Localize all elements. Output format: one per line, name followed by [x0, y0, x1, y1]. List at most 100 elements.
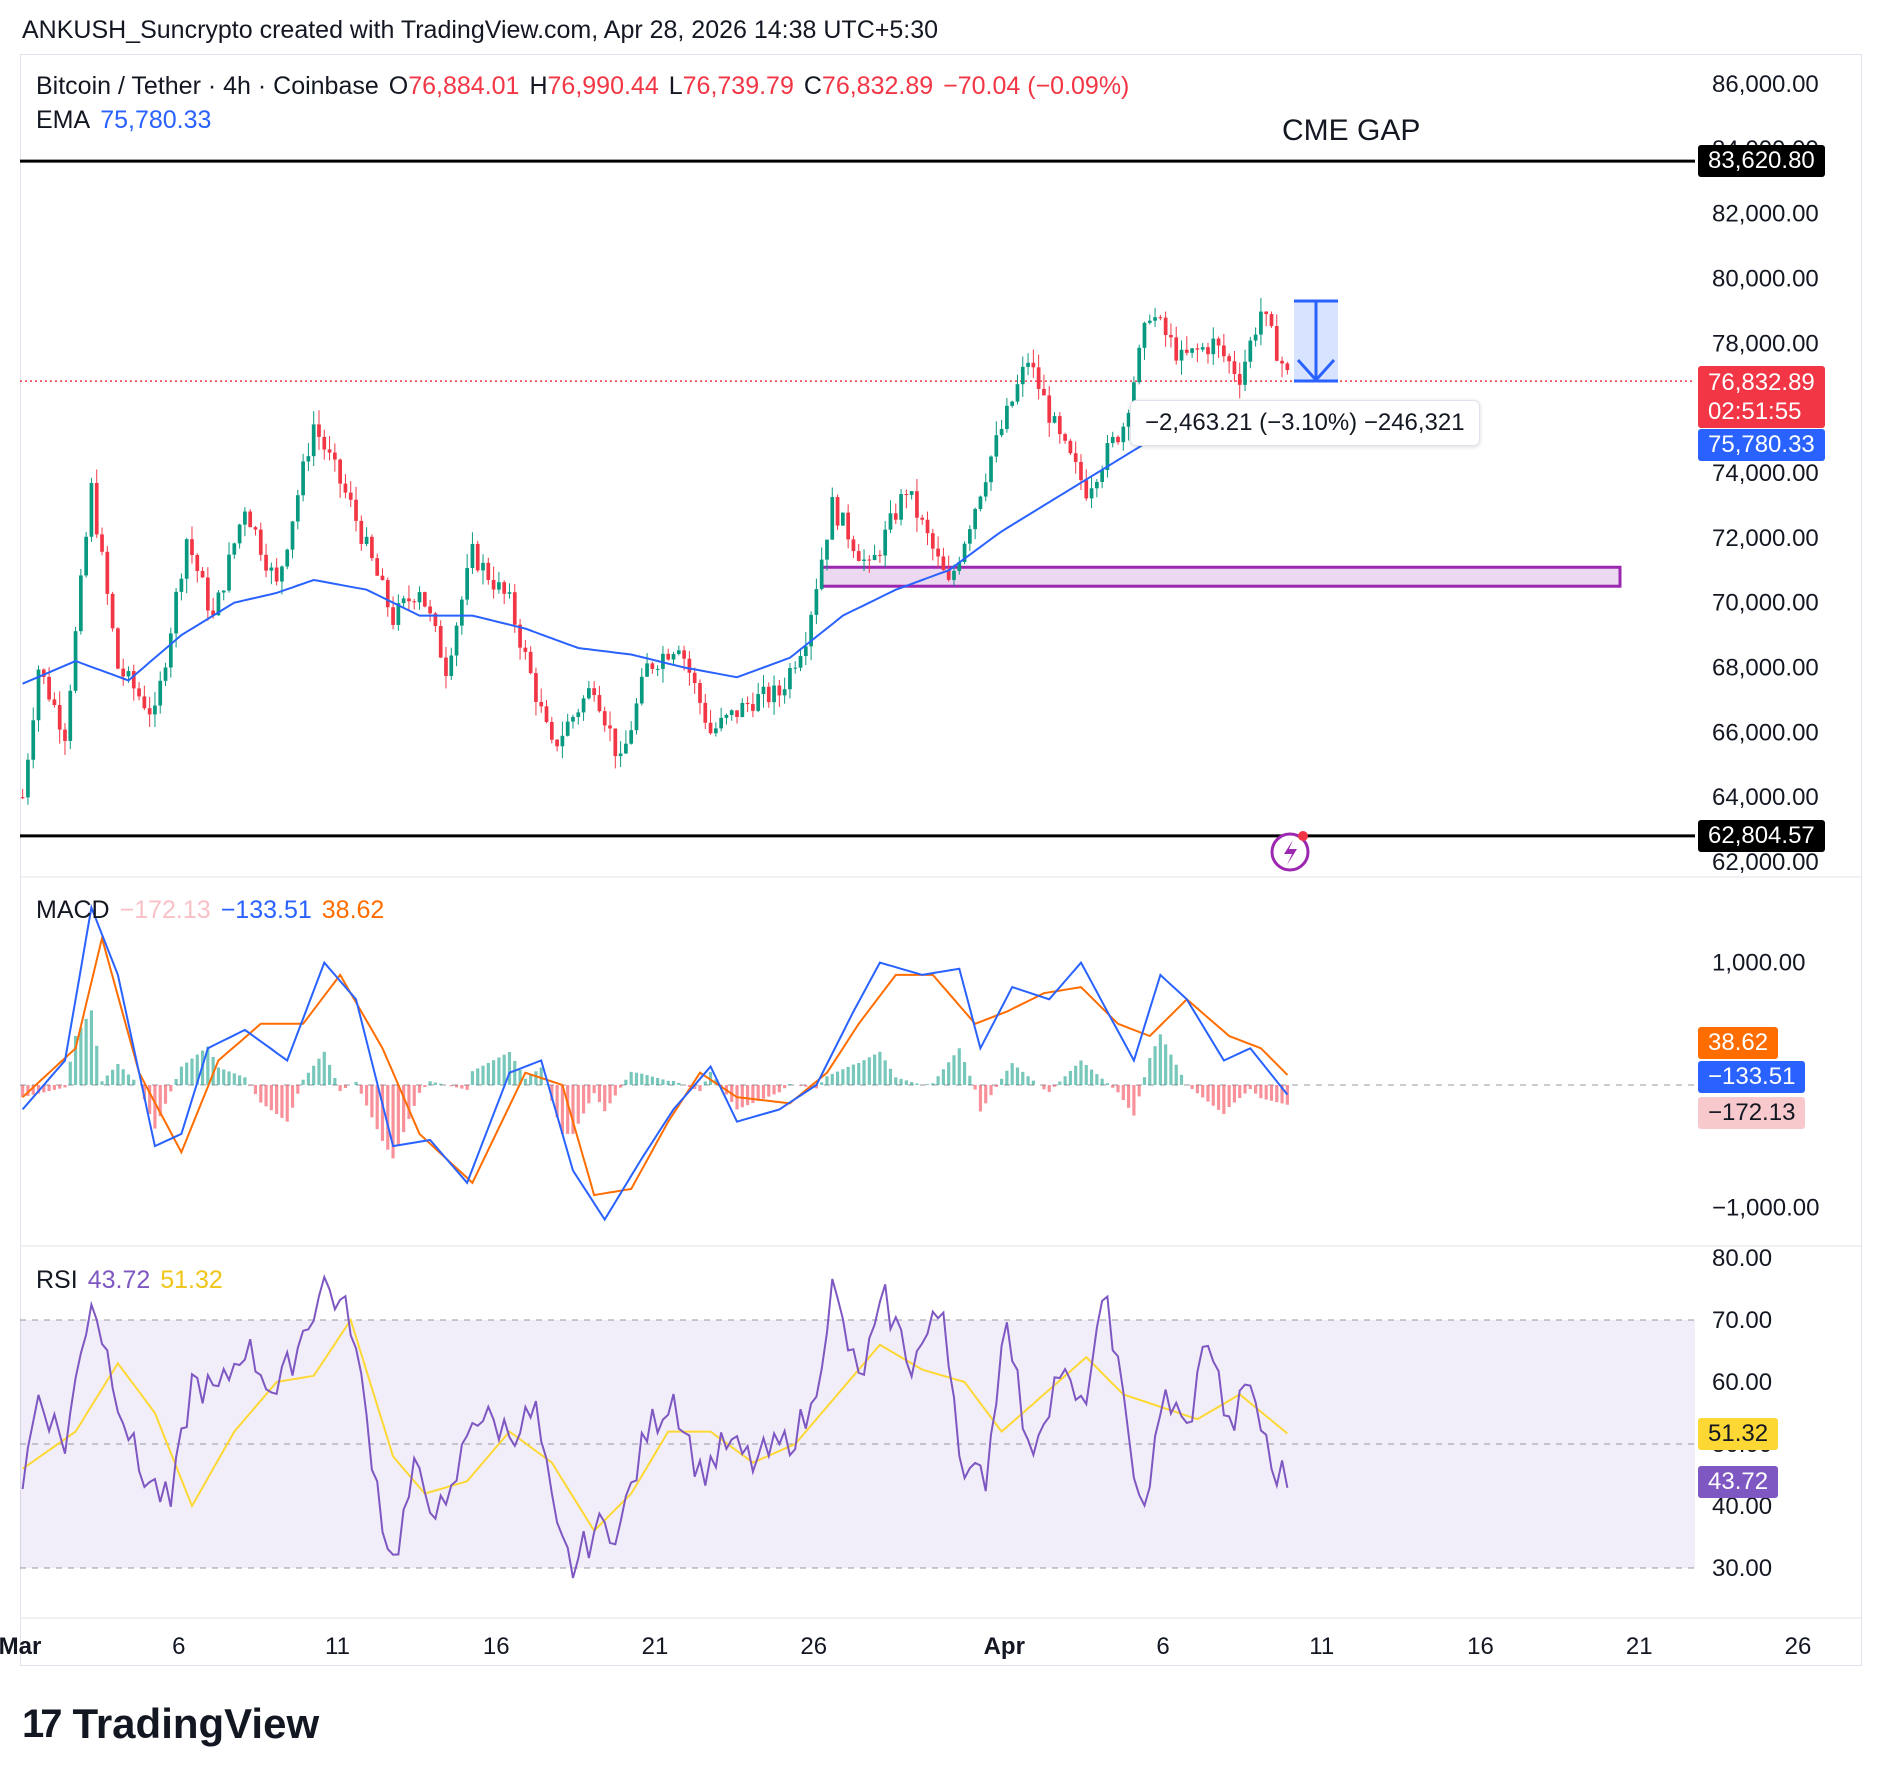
ema-legend[interactable]: EMA 75,780.33 — [36, 106, 212, 134]
macd-histogram-bar — [1042, 1084, 1046, 1090]
symbol-title[interactable]: Bitcoin / Tether · 4h · Coinbase — [36, 72, 379, 100]
macd-histogram-bar — [1116, 1084, 1120, 1093]
macd-histogram-bar — [327, 1064, 332, 1085]
macd-histogram-bar — [222, 1069, 226, 1085]
macd-histogram-bar — [634, 1072, 639, 1085]
candle-body — [264, 554, 268, 571]
candle-body — [751, 704, 755, 711]
macd-histogram-bar — [1121, 1084, 1125, 1101]
candle-body — [729, 710, 734, 716]
macd-histogram-bar — [73, 1036, 78, 1085]
price-axis-tick: 70,000.00 — [1712, 590, 1819, 617]
candle-body — [512, 592, 517, 625]
rsi-ma-value: 51.32 — [160, 1266, 223, 1294]
macd-histogram-bar — [899, 1078, 903, 1085]
macd-histogram-bar — [677, 1082, 681, 1085]
macd-histogram-bar — [973, 1084, 977, 1090]
macd-histogram-bar — [534, 1071, 538, 1085]
macd-histogram-bar — [1105, 1083, 1110, 1085]
macd-histogram-bar — [317, 1058, 321, 1085]
macd-histogram-bar — [820, 1082, 824, 1085]
candle-body — [481, 562, 485, 571]
candle-body — [719, 717, 723, 729]
macd-histogram-bar — [915, 1083, 919, 1085]
candle-body — [184, 539, 189, 579]
macd-histogram-bar — [343, 1084, 348, 1089]
candle-body — [666, 653, 671, 660]
candle-body — [592, 688, 596, 696]
candle-body — [978, 496, 983, 510]
candle-body — [1206, 347, 1210, 355]
macd-histogram-bar — [407, 1084, 411, 1120]
macd-histogram-bar — [708, 1071, 713, 1085]
macd-histogram-bar — [105, 1075, 109, 1085]
macd-histogram-bar — [989, 1084, 993, 1096]
candle-body — [311, 424, 316, 457]
macd-histogram-bar — [111, 1069, 115, 1085]
measure-tooltip: −2,463.21 (−3.10%) −246,321 — [1130, 400, 1480, 446]
candle-body — [671, 653, 676, 660]
candle-body — [1079, 461, 1083, 481]
candle-body — [682, 650, 686, 659]
macd-histogram-bar — [857, 1062, 861, 1085]
candle-body — [1020, 366, 1025, 385]
cme-gap-label[interactable]: CME GAP — [1282, 114, 1421, 147]
measure-arrowhead — [1296, 358, 1336, 383]
candle-body — [994, 435, 999, 457]
macd-hist-value: −172.13 — [119, 896, 211, 924]
price-axis-tick: 66,000.00 — [1712, 719, 1819, 746]
macd-histogram-bar — [417, 1084, 422, 1093]
macd-histogram-bar — [1269, 1084, 1274, 1101]
ema-value: 75,780.33 — [100, 106, 212, 134]
macd-histogram-bar — [1174, 1064, 1178, 1085]
macd-histogram-bar — [1179, 1074, 1184, 1085]
candle-body — [1153, 317, 1157, 321]
macd-histogram-bar — [957, 1048, 961, 1085]
macd-histogram-bar — [941, 1069, 945, 1085]
macd-histogram-bar — [1026, 1076, 1030, 1085]
candle-body — [179, 578, 184, 592]
macd-histogram-bar — [375, 1084, 379, 1130]
macd-line-value: −133.51 — [220, 896, 312, 924]
tradingview-logo[interactable]: 17 TradingView — [22, 1700, 320, 1747]
macd-histogram-bar — [581, 1084, 586, 1114]
candle-body — [602, 711, 607, 726]
macd-histogram-bar — [365, 1084, 369, 1106]
candle-body — [142, 696, 147, 709]
rsi-legend[interactable]: RSI 43.72 51.32 — [36, 1266, 223, 1294]
candle-body — [1237, 373, 1242, 385]
chart-frame[interactable] — [20, 54, 1862, 1666]
macd-histogram-bar — [1010, 1063, 1014, 1085]
candle-body — [915, 491, 919, 518]
candle-body — [655, 668, 660, 670]
macd-histogram-bar — [232, 1073, 236, 1085]
candle-body — [983, 482, 988, 497]
time-axis-tick: 16 — [1467, 1633, 1494, 1660]
candle-body — [846, 512, 850, 540]
candle-body — [269, 567, 274, 571]
candle-body — [26, 759, 30, 798]
macd-histogram-bar — [338, 1084, 342, 1092]
candle-body — [555, 739, 559, 747]
macd-histogram-bar — [1190, 1084, 1194, 1090]
macd-legend[interactable]: MACD −172.13 −133.51 38.62 — [36, 896, 385, 924]
candle-body — [613, 728, 618, 757]
candle-body — [1280, 360, 1284, 364]
macd-histogram-bar — [132, 1079, 136, 1085]
price-axis-tick: 86,000.00 — [1712, 71, 1819, 98]
candle-body — [364, 536, 369, 544]
candle-body — [1227, 356, 1231, 362]
macd-histogram-bar — [227, 1071, 231, 1085]
macd-histogram-bar — [1264, 1084, 1268, 1100]
macd-histogram-bar — [968, 1075, 972, 1085]
macd-histogram-bar — [603, 1084, 607, 1112]
candle-body — [1216, 338, 1221, 346]
macd-histogram-bar — [1084, 1065, 1088, 1085]
candle-body — [211, 610, 215, 616]
candle-body — [708, 722, 713, 734]
candle-body — [1063, 434, 1067, 441]
candle-body — [237, 524, 242, 544]
macd-histogram-bar — [1280, 1084, 1284, 1104]
macd-histogram-bar — [544, 1084, 549, 1085]
